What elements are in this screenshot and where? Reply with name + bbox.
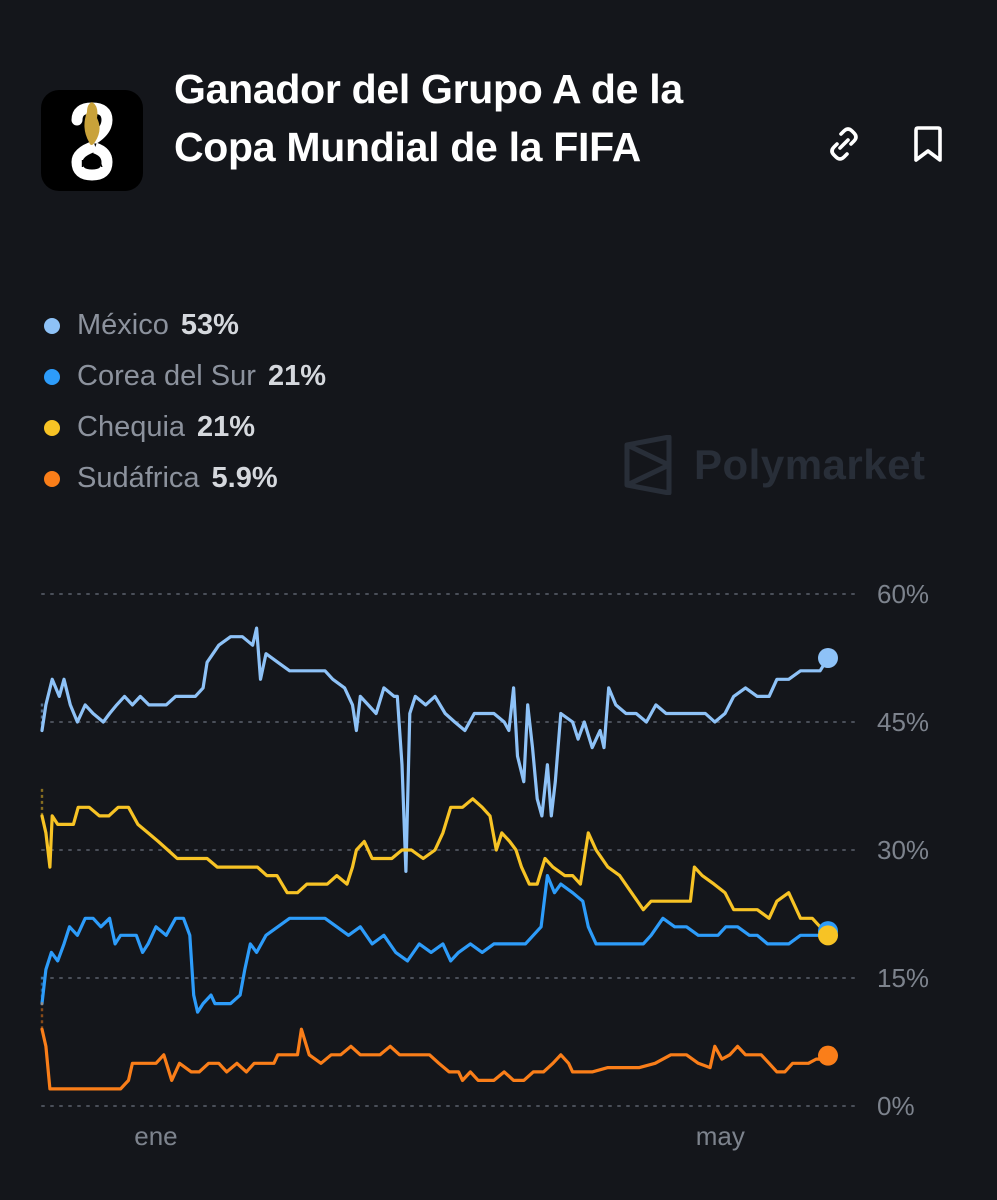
- fifa-world-cup-2026-logo-icon: FIFA: [71, 102, 113, 181]
- series-line-mexico: [40, 626, 830, 873]
- watermark-text: Polymarket: [694, 441, 926, 488]
- x-tick-label: ene: [134, 1121, 177, 1151]
- bookmark-button[interactable]: [904, 120, 952, 168]
- polymarket-logo-icon: [624, 435, 672, 495]
- y-tick-label: 0%: [877, 1091, 915, 1121]
- y-tick-label: 60%: [877, 579, 929, 609]
- legend-item-sudafrica: Sudáfrica 5.9%: [44, 453, 326, 504]
- svg-text:FIFA: FIFA: [81, 159, 103, 170]
- copy-link-button[interactable]: [820, 120, 868, 168]
- legend-item-mexico: México 53%: [44, 300, 326, 351]
- y-tick-label: 45%: [877, 707, 929, 737]
- price-history-chart: 60% 45% 30% 15% 0% ene may: [0, 560, 997, 1200]
- legend-value: 5.9%: [211, 462, 278, 494]
- series-end-marker-sudafrica[interactable]: [818, 1045, 838, 1066]
- polymarket-watermark: Polymarket: [622, 435, 925, 495]
- legend-value: 21%: [267, 360, 326, 392]
- series-line-chequia: [40, 797, 830, 937]
- legend-item-corea-del-sur: Corea del Sur 21%: [44, 351, 326, 402]
- market-logo: FIFA: [41, 90, 143, 191]
- legend-dot-mexico: [44, 317, 60, 334]
- legend-name: Corea del Sur: [77, 360, 256, 392]
- legend-name: Chequia: [77, 411, 186, 443]
- bookmark-icon: [914, 126, 942, 162]
- legend-dot-sudafrica: [44, 470, 60, 487]
- y-tick-label: 15%: [877, 963, 929, 993]
- series-line-corea-del-sur: [40, 874, 830, 1014]
- legend-name: México: [77, 309, 169, 341]
- legend-dot-corea-del-sur: [44, 368, 60, 385]
- y-tick-label: 30%: [877, 835, 929, 865]
- series-end-marker-chequia[interactable]: [818, 925, 838, 946]
- x-tick-label: may: [696, 1121, 745, 1151]
- legend-dot-chequia: [44, 419, 60, 436]
- legend-item-chequia: Chequia 21%: [44, 402, 326, 453]
- legend-value: 21%: [197, 411, 256, 443]
- chart-svg: 60% 45% 30% 15% 0% ene may: [40, 579, 929, 1151]
- link-icon: [830, 127, 858, 161]
- series-line-sudafrica: [40, 1027, 830, 1091]
- market-header: FIFA Ganador del Grupo A de la Copa Mund…: [0, 0, 997, 260]
- page-title: Ganador del Grupo A de la Copa Mundial d…: [174, 66, 683, 170]
- legend-name: Sudáfrica: [77, 462, 200, 494]
- chart-legend: México 53% Corea del Sur 21% Chequia 21%…: [44, 300, 326, 504]
- legend-value: 53%: [180, 309, 239, 341]
- series-end-marker-mexico[interactable]: [818, 648, 838, 668]
